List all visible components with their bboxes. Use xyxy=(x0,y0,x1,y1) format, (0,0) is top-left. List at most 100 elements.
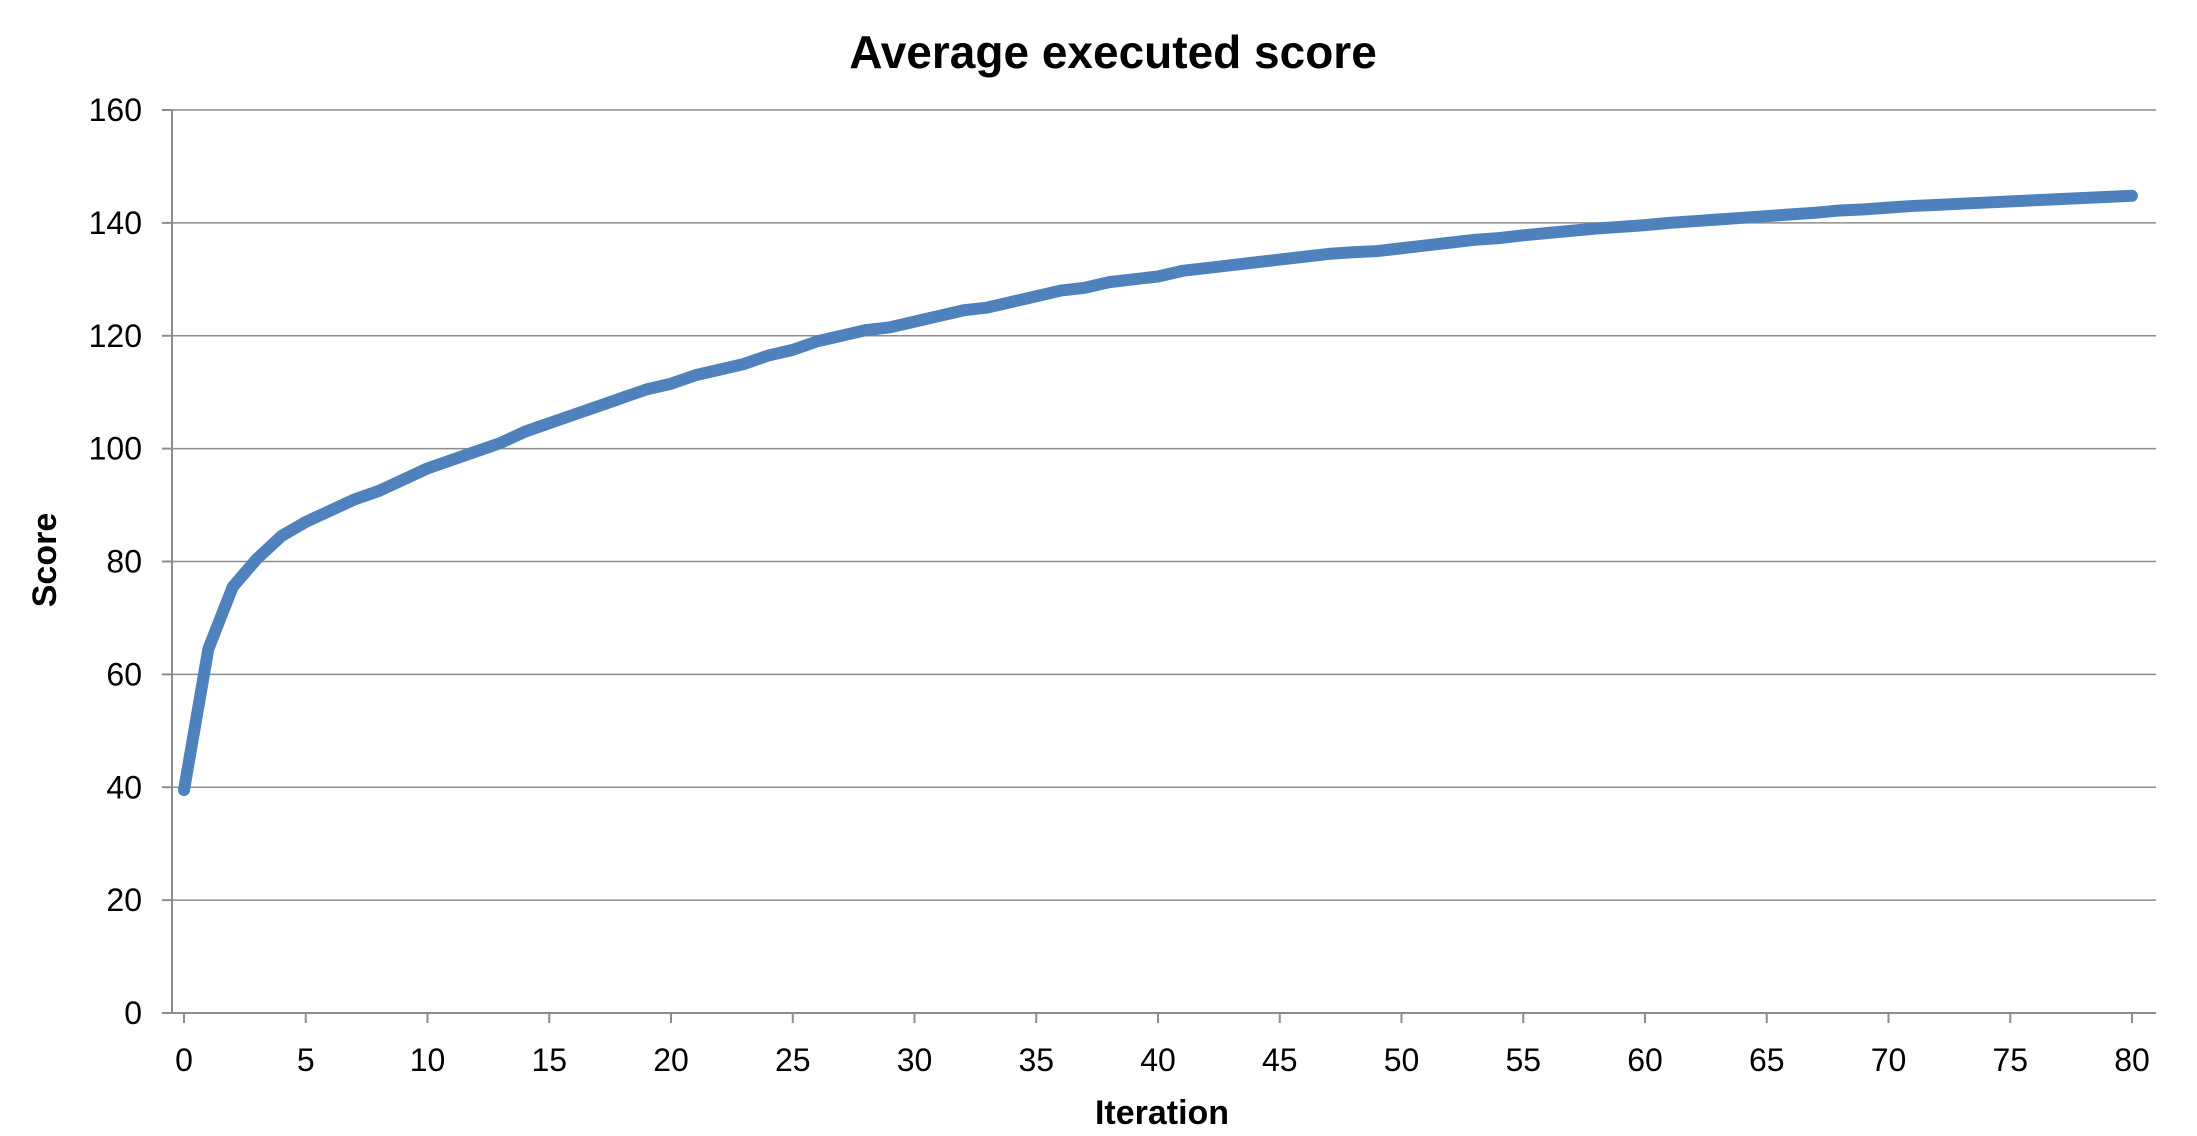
data-point xyxy=(231,585,234,588)
data-point xyxy=(1863,208,1866,211)
y-tick-label: 0 xyxy=(124,995,142,1031)
data-point xyxy=(596,405,599,408)
x-tick-label: 75 xyxy=(1992,1042,2028,1078)
x-tick-label: 45 xyxy=(1262,1042,1298,1078)
data-point xyxy=(523,430,526,433)
data-point xyxy=(1546,232,1549,235)
data-point xyxy=(1522,234,1525,237)
data-point xyxy=(2033,199,2036,202)
data-point xyxy=(1887,206,1890,209)
data-point xyxy=(1838,209,1841,212)
y-tick-label: 20 xyxy=(106,882,142,918)
data-point xyxy=(986,306,989,309)
y-tick-label: 40 xyxy=(106,769,142,805)
data-point xyxy=(743,362,746,365)
data-point xyxy=(2009,200,2012,203)
data-point xyxy=(889,326,892,329)
x-tick-label: 20 xyxy=(653,1042,689,1078)
data-point xyxy=(1449,241,1452,244)
data-point xyxy=(1619,225,1622,228)
data-point xyxy=(670,382,672,385)
x-tick-label: 50 xyxy=(1384,1042,1420,1078)
data-point xyxy=(353,498,356,501)
data-point xyxy=(1497,237,1500,240)
data-point xyxy=(1424,244,1427,247)
data-point xyxy=(280,535,283,538)
data-point xyxy=(1692,220,1695,223)
data-point xyxy=(1254,261,1257,264)
data-point xyxy=(1278,258,1281,261)
data-point xyxy=(1205,267,1208,270)
chart-title: Average executed score xyxy=(849,26,1377,78)
axes xyxy=(162,109,2156,1023)
data-point xyxy=(864,329,867,332)
data-point xyxy=(937,314,940,317)
x-tick-label: 5 xyxy=(297,1042,315,1078)
y-tick-label: 160 xyxy=(89,92,142,128)
data-point xyxy=(1400,247,1403,250)
data-point xyxy=(2082,197,2085,200)
data-point xyxy=(548,422,551,425)
data-point xyxy=(1303,255,1306,258)
data-point xyxy=(1644,224,1646,227)
data-point xyxy=(1327,252,1330,255)
data-point xyxy=(1083,286,1086,289)
x-axis-label: Iteration xyxy=(1095,1094,1229,1132)
data-point xyxy=(377,489,380,492)
data-point xyxy=(1035,295,1038,298)
data-point xyxy=(329,509,332,512)
data-point xyxy=(450,458,453,461)
data-point xyxy=(1668,221,1671,224)
x-tick-label: 25 xyxy=(775,1042,811,1078)
data-point xyxy=(1595,227,1598,230)
data-point xyxy=(840,334,843,337)
data-point xyxy=(718,368,721,371)
x-tick-labels: 0 5 10 15 20 25 30 35 40 45 50 55 60 65 70 75 80 xyxy=(175,1042,2150,1078)
data-point xyxy=(1132,278,1135,281)
data-point xyxy=(1108,281,1111,284)
data-point xyxy=(1814,211,1817,214)
y-tick-label: 80 xyxy=(106,544,142,580)
series-line xyxy=(178,189,2138,797)
data-point xyxy=(304,520,307,523)
y-tick-label: 120 xyxy=(89,318,142,354)
data-point xyxy=(2057,198,2060,201)
data-point xyxy=(1157,275,1159,278)
y-tick-label: 100 xyxy=(89,431,142,467)
data-point xyxy=(767,354,770,357)
x-tick-label: 15 xyxy=(531,1042,567,1078)
data-point xyxy=(1765,215,1768,218)
data-point xyxy=(1181,269,1184,272)
x-tick-label: 30 xyxy=(897,1042,933,1078)
data-point xyxy=(1059,289,1062,292)
x-tick-label: 60 xyxy=(1627,1042,1663,1078)
data-point xyxy=(475,450,478,453)
data-point xyxy=(791,348,794,351)
data-point xyxy=(1010,300,1013,303)
data-point xyxy=(207,647,210,650)
data-point xyxy=(1376,250,1379,253)
data-point xyxy=(1473,238,1476,241)
x-tick-label: 65 xyxy=(1749,1042,1785,1078)
y-axis-label: Score xyxy=(26,513,64,608)
data-point xyxy=(962,309,965,312)
plot-area xyxy=(178,189,2138,797)
data-point xyxy=(183,789,185,792)
y-tick-label: 60 xyxy=(106,656,142,692)
data-point xyxy=(1230,264,1233,267)
data-point xyxy=(694,374,697,377)
data-point xyxy=(402,478,405,481)
x-tick-label: 0 xyxy=(175,1042,193,1078)
data-point xyxy=(1351,251,1354,254)
x-tick-label: 10 xyxy=(410,1042,446,1078)
x-tick-label: 35 xyxy=(1018,1042,1054,1078)
data-point xyxy=(816,340,819,343)
x-tick-label: 80 xyxy=(2114,1042,2150,1078)
y-tick-label: 140 xyxy=(89,205,142,241)
data-point xyxy=(572,413,575,416)
data-point xyxy=(499,441,502,444)
x-tick-label: 70 xyxy=(1871,1042,1907,1078)
data-point xyxy=(2131,194,2133,197)
gridlines xyxy=(172,109,2156,901)
